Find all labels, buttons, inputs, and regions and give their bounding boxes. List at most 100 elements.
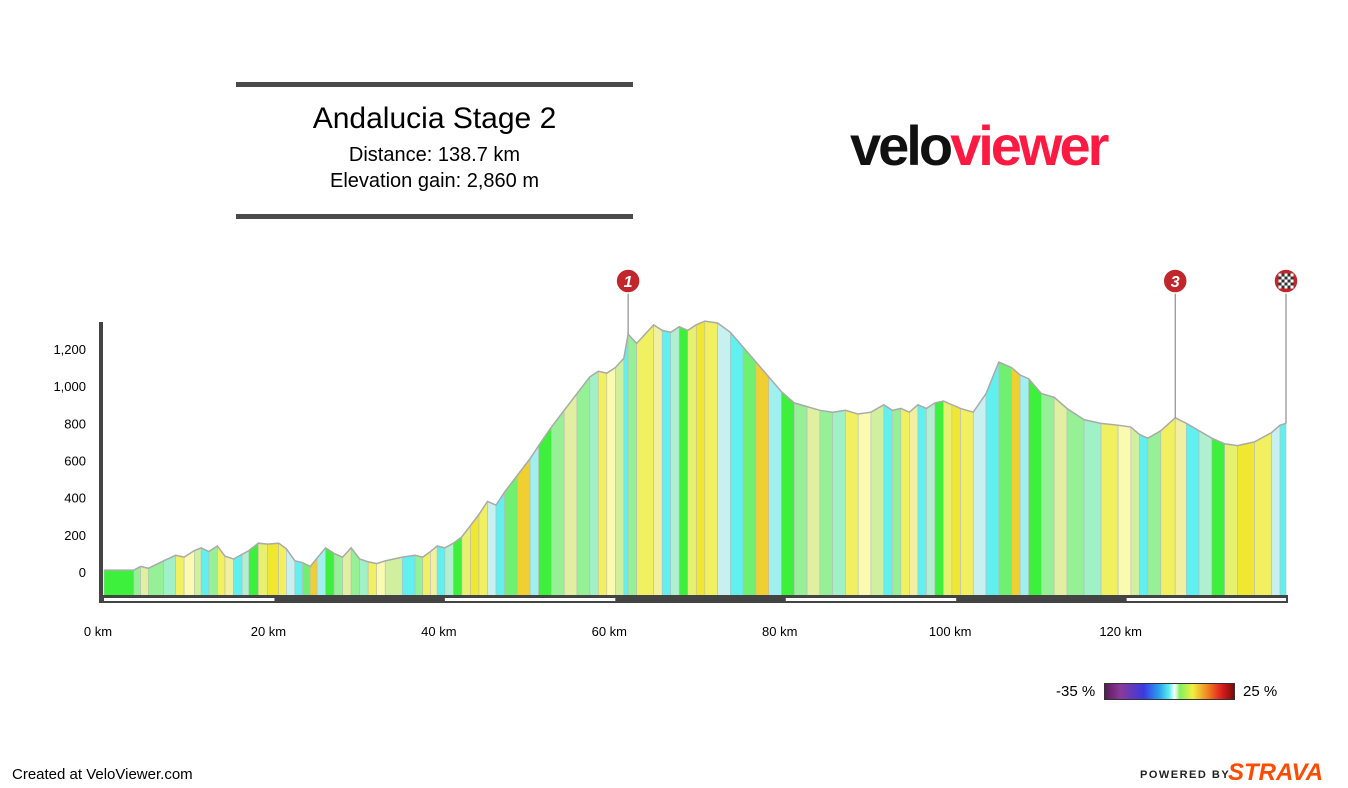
finish-flag-cell [1290,279,1294,283]
finish-flag-cell [1281,276,1285,280]
profile-segment [241,550,250,597]
profile-segment [257,542,268,597]
profile-segment [294,560,303,597]
y-tick-label: 200 [64,528,86,543]
finish-flag-cell [1281,282,1285,286]
finish-flag-cell [1281,285,1285,289]
finish-flag-cell [1278,282,1282,286]
route-title: Andalucia Stage 2 [312,102,557,135]
profile-segment [1198,430,1213,597]
profile-segment [670,326,680,597]
y-tick-label: 1,000 [53,379,86,394]
profile-segment [806,406,821,597]
profile-segment [430,545,438,597]
x-tick-label: 80 km [762,624,797,639]
profile-segment [309,557,318,597]
profile-segment [704,320,718,597]
profile-segment [563,392,578,597]
profile-segment [1011,366,1021,597]
created-at-text[interactable]: Created at VeloViewer.com [12,766,193,783]
profile-segment [529,444,539,597]
profile-segment [444,542,454,597]
profile-segment [653,324,663,597]
profile-segment [1174,417,1187,597]
profile-segment [208,545,218,597]
marker-label: 1 [624,274,633,291]
profile-segment [248,542,259,597]
profile-segment [367,561,378,597]
profile-segment [1271,424,1281,597]
x-axis-stripe [785,598,957,601]
finish-flag-cell [1281,279,1285,283]
profile-segment [972,392,987,597]
profile-segment [934,400,944,597]
profile-segment [1237,441,1255,597]
profile-segment [998,361,1012,597]
gradient-legend-bar [1104,683,1235,700]
profile-segment [1160,417,1176,597]
profile-segment [1117,424,1132,597]
profile-segment [183,550,195,597]
x-axis-bar [99,595,1288,603]
title-top-rule [236,82,633,87]
finish-flag-cell [1290,285,1294,289]
profile-segment [333,552,343,597]
profile-segment [103,569,135,597]
profile-segment [1130,426,1140,597]
profile-segment [551,409,565,597]
profile-segment [917,404,927,597]
x-tick-label: 20 km [251,624,286,639]
marker-badge [615,268,641,294]
profile-segment [768,376,782,597]
finish-flag-cell [1287,285,1291,289]
elevation-profile-chart: 0 200 400 600 800 1,000 1,200 0 km 20 km 40 km 60 … [53,268,1299,639]
profile-segment [1279,422,1287,597]
profile-segment [401,554,416,597]
profile-segment [278,542,287,597]
profile-segment [384,556,403,597]
profile-segment [302,562,311,597]
profile-segment [1100,422,1119,597]
profile-segment [730,331,744,597]
profile-segment [538,426,552,597]
x-tick-label: 120 km [1099,624,1142,639]
profile-segment [883,404,893,597]
finish-flag-cell [1284,285,1288,289]
legend-max-label: 25 % [1243,683,1278,700]
profile-segment [148,560,164,597]
profile-segment [576,375,591,597]
title-box: Andalucia Stage 2 Distance: 138.7 km Ele… [236,82,633,219]
finish-flag-cell [1284,279,1288,283]
finish-flag-cell [1287,282,1291,286]
logo-viewer: viewer [950,114,1109,177]
x-tick-label: 100 km [929,624,972,639]
profile-segment [436,545,446,597]
profile-segment [1041,393,1055,597]
profile-segment [1083,419,1102,597]
profile-segment [1019,374,1029,597]
profile-segment [819,409,833,597]
profile-segment [845,409,859,597]
profile-segment [606,367,616,597]
profile-segment [636,324,654,597]
y-tick-label: 0 [79,565,86,580]
profile-segment [140,566,149,597]
x-tick-label: 0 km [84,624,112,639]
profile-segment [891,408,902,597]
finish-flag-cell [1287,279,1291,283]
y-tick-label: 800 [64,416,86,431]
profile-segment [470,513,480,597]
route-distance: Distance: 138.7 km [348,144,521,166]
x-axis-stripe [104,598,275,601]
profile-segment [422,550,431,597]
profile-segment [781,391,795,597]
profile-segment [200,547,210,597]
veloviewer-logo: veloviewer [850,118,1109,174]
profile-segment [487,500,497,597]
profile-segment [175,554,185,597]
profile-segment [350,546,360,597]
profile-segment [517,457,531,597]
profile-outline [104,320,1287,571]
powered-by-label: POWERED BY [1140,769,1231,781]
profile-segment [1185,422,1200,597]
